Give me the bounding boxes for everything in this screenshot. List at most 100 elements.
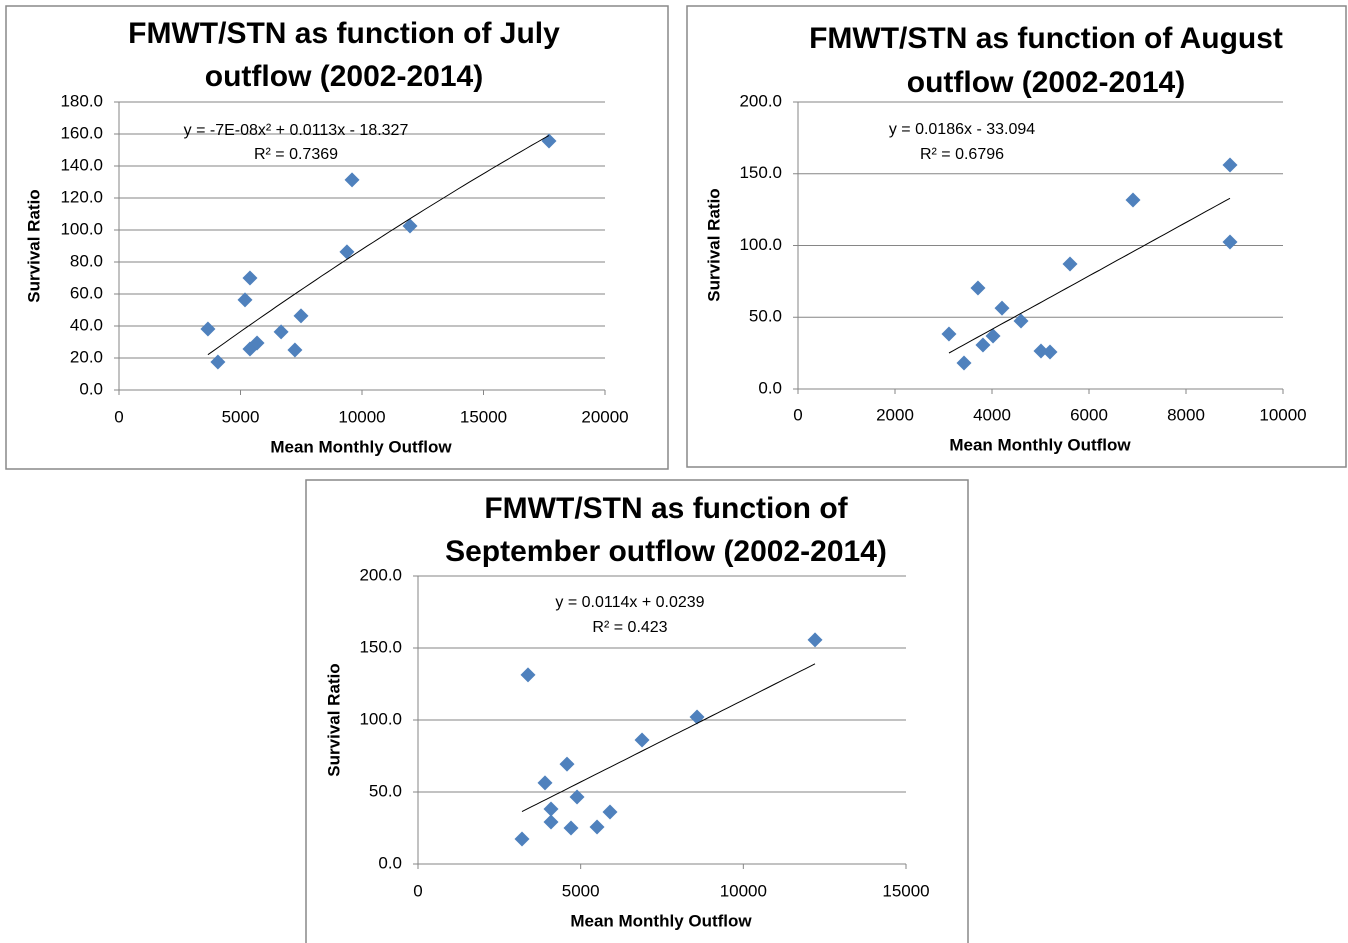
- data-point: [237, 292, 253, 308]
- data-point: [941, 326, 957, 342]
- y-tick-label: 180.0: [60, 91, 103, 110]
- data-point: [994, 300, 1010, 316]
- data-point: [514, 831, 530, 847]
- data-point: [1222, 234, 1238, 250]
- data-point: [537, 775, 553, 791]
- chart-panel: 0.0 50.0 100.0 150.0 200.0 0 2000 4000 6000 8000 1…: [686, 5, 1347, 468]
- data-point: [273, 324, 289, 340]
- data-point: [520, 667, 536, 683]
- x-tick-label: 5000: [222, 407, 260, 426]
- x-tick-label: 0: [793, 405, 802, 424]
- x-axis-label: Mean Monthly Outflow: [570, 911, 752, 930]
- data-point: [249, 335, 265, 351]
- y-tick-label: 50.0: [369, 781, 402, 800]
- data-point: [1042, 344, 1058, 360]
- chart-title: FMWT/STN as function of July: [128, 17, 560, 50]
- data-point: [956, 355, 972, 371]
- data-point: [543, 801, 559, 817]
- data-point: [970, 280, 986, 296]
- y-tick-label: 200.0: [739, 91, 782, 110]
- x-tick-label: 15000: [460, 407, 507, 426]
- data-point: [344, 172, 360, 188]
- x-tick-label: 2000: [876, 405, 914, 424]
- y-tick-label: 20.0: [70, 347, 103, 366]
- data-point: [1222, 157, 1238, 173]
- data-point: [589, 819, 605, 835]
- chart-title: outflow (2002-2014): [907, 66, 1185, 99]
- x-axis-label: Mean Monthly Outflow: [949, 435, 1131, 454]
- x-tick-label: 8000: [1167, 405, 1205, 424]
- x-tick-label: 10000: [1259, 405, 1306, 424]
- y-tick-label: 0.0: [79, 379, 103, 398]
- y-tick-label: 40.0: [70, 315, 103, 334]
- y-axis-label: Survival Ratio: [324, 663, 343, 776]
- x-axis-label: Mean Monthly Outflow: [270, 437, 452, 456]
- y-tick-label: 0.0: [378, 853, 402, 872]
- panel-border: [5, 5, 669, 470]
- x-tick-label: 20000: [581, 407, 628, 426]
- trend-equation: y = -7E-08x² + 0.0113x - 18.327: [184, 122, 409, 139]
- data-point: [543, 814, 559, 830]
- trend-equation: R² = 0.423: [592, 619, 667, 636]
- data-point: [1125, 192, 1141, 208]
- data-point: [287, 342, 303, 358]
- data-point: [1013, 313, 1029, 329]
- chart-title: September outflow (2002-2014): [445, 535, 887, 568]
- data-point: [563, 820, 579, 836]
- y-tick-label: 100.0: [359, 709, 402, 728]
- data-point: [975, 337, 991, 353]
- chart-title: outflow (2002-2014): [205, 60, 483, 93]
- y-tick-label: 150.0: [359, 637, 402, 656]
- data-point: [569, 789, 585, 805]
- y-tick-label: 160.0: [60, 123, 103, 142]
- y-tick-label: 0.0: [758, 378, 782, 397]
- trendline: [207, 135, 550, 356]
- x-tick-label: 10000: [720, 881, 767, 900]
- chart-title: FMWT/STN as function of: [484, 492, 848, 525]
- y-tick-label: 140.0: [60, 155, 103, 174]
- data-point: [210, 354, 226, 370]
- x-tick-label: 5000: [562, 881, 600, 900]
- panel-border: [305, 479, 969, 943]
- data-point: [242, 270, 258, 286]
- y-tick-label: 60.0: [70, 283, 103, 302]
- data-point: [200, 321, 216, 337]
- panel-border: [686, 5, 1347, 468]
- y-axis-label: Survival Ratio: [24, 189, 43, 302]
- x-tick-label: 0: [114, 407, 123, 426]
- data-point: [602, 804, 618, 820]
- data-point: [1033, 343, 1049, 359]
- trend-equation: R² = 0.6796: [920, 146, 1004, 163]
- data-point: [634, 732, 650, 748]
- trendline: [948, 197, 1231, 354]
- data-point: [985, 328, 1001, 344]
- y-tick-label: 100.0: [60, 219, 103, 238]
- y-tick-label: 150.0: [739, 163, 782, 182]
- trend-equation: R² = 0.7369: [254, 146, 338, 163]
- y-tick-label: 50.0: [749, 307, 782, 326]
- y-tick-label: 100.0: [739, 235, 782, 254]
- y-tick-label: 120.0: [60, 187, 103, 206]
- data-point: [339, 244, 355, 260]
- data-point: [402, 218, 418, 234]
- y-tick-label: 200.0: [359, 565, 402, 584]
- data-point: [689, 709, 705, 725]
- trend-equation: y = 0.0186x - 33.094: [889, 121, 1035, 138]
- data-point: [1062, 256, 1078, 272]
- x-tick-label: 0: [413, 881, 422, 900]
- x-tick-label: 6000: [1070, 405, 1108, 424]
- data-point: [559, 756, 575, 772]
- chart-panel: 0.0 20.0 40.0 60.0 80.0 100.0 120.0 140.0 160.0 1…: [5, 5, 669, 470]
- x-tick-label: 15000: [882, 881, 929, 900]
- chart-panel: 0.0 50.0 100.0 150.0 200.0 0 5000 10000 15000 FMW…: [305, 479, 969, 943]
- x-tick-label: 4000: [973, 405, 1011, 424]
- data-point: [293, 308, 309, 324]
- data-point: [807, 632, 823, 648]
- y-axis-label: Survival Ratio: [704, 188, 723, 301]
- x-tick-label: 10000: [338, 407, 385, 426]
- trend-equation: y = 0.0114x + 0.0239: [555, 594, 704, 611]
- chart-title: FMWT/STN as function of August: [809, 22, 1283, 55]
- y-tick-label: 80.0: [70, 251, 103, 270]
- trendline: [521, 663, 816, 813]
